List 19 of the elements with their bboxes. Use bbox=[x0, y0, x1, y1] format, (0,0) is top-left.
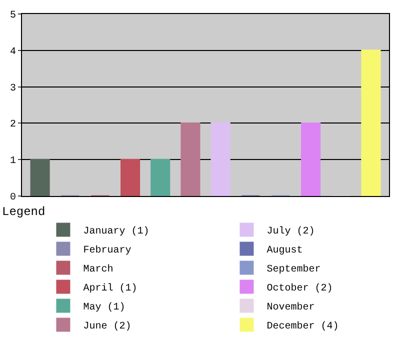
legend-label: March bbox=[83, 264, 114, 276]
y-tick-label: 5 bbox=[10, 10, 16, 22]
y-tick-label: 4 bbox=[10, 46, 16, 58]
legend-title: Legend bbox=[2, 205, 46, 220]
legend-label: June (2) bbox=[83, 320, 132, 333]
legend-label: April (1) bbox=[83, 282, 138, 295]
legend-label: May (1) bbox=[83, 302, 126, 314]
legend-label: December (4) bbox=[266, 320, 339, 333]
legend-label: September bbox=[266, 264, 321, 276]
y-tick-label: 0 bbox=[10, 192, 16, 204]
y-tick-label: 3 bbox=[10, 83, 16, 94]
y-tick-label: 2 bbox=[10, 120, 16, 131]
legend-label: October (2) bbox=[266, 282, 333, 295]
legend-label: November bbox=[266, 302, 315, 314]
y-tick-label: 1 bbox=[10, 156, 16, 168]
legend-label: February bbox=[83, 244, 132, 257]
legend-label: July (2) bbox=[266, 226, 315, 238]
legend-label: January (1) bbox=[83, 226, 150, 238]
legend-label: August bbox=[266, 246, 303, 257]
